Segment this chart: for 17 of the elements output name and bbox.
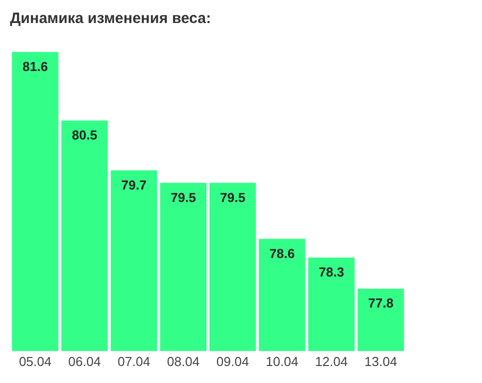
x-tick-label: 05.04 [18, 354, 52, 370]
chart-title: Динамика изменения веса: [10, 10, 212, 27]
x-tick-label: 08.04 [167, 354, 200, 370]
data-label: 78.3 [318, 264, 344, 280]
x-tick-label: 13.04 [364, 354, 398, 370]
x-tick-label: 06.04 [68, 354, 101, 370]
x-tick-label: 10.04 [266, 354, 298, 370]
x-tick-label: 07.04 [118, 354, 150, 370]
data-label: 79.7 [121, 177, 147, 192]
data-label: 77.8 [368, 296, 394, 311]
data-label: 79.5 [220, 190, 246, 205]
x-tick-label: 12.04 [315, 354, 348, 370]
data-label: 81.6 [22, 59, 48, 74]
data-label: 79.5 [170, 190, 196, 205]
x-tick-label: 09.04 [216, 354, 249, 370]
data-label: 80.5 [72, 128, 98, 143]
data-label: 78.6 [269, 246, 295, 261]
